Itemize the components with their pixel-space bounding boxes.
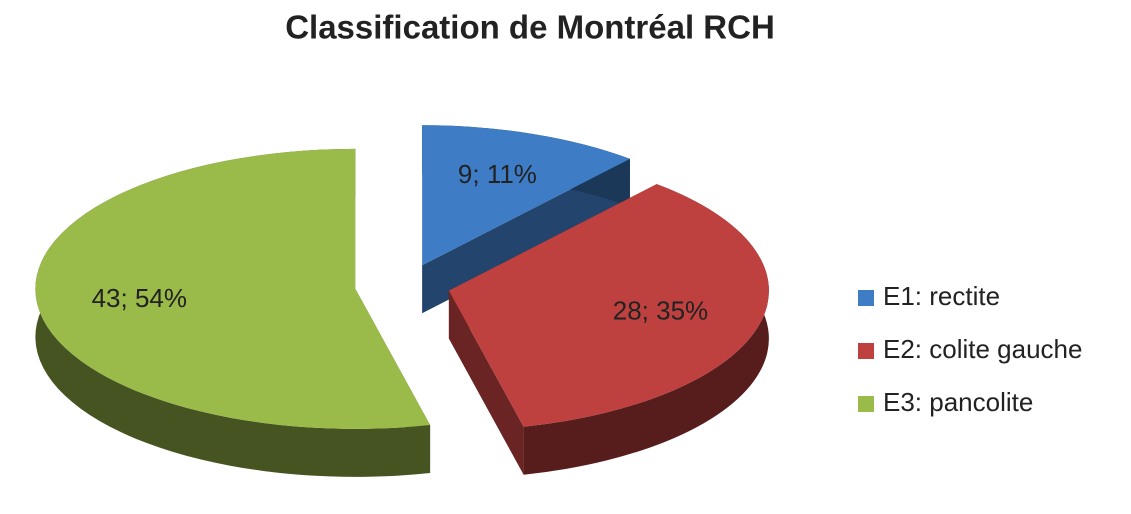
slice-wall bbox=[422, 158, 630, 314]
pie-slice bbox=[422, 125, 630, 314]
legend-swatch bbox=[858, 396, 874, 412]
legend-label: E3: pancolite bbox=[883, 387, 1033, 417]
slice-top bbox=[422, 125, 630, 266]
slice-top bbox=[448, 184, 769, 427]
legend-label: E2: colite gauche bbox=[883, 334, 1082, 364]
slice-wall bbox=[448, 290, 524, 475]
slice-side bbox=[523, 184, 769, 475]
data-label: 43; 54% bbox=[92, 283, 187, 313]
legend-label: E1: rectite bbox=[883, 281, 1000, 311]
legend-swatch bbox=[858, 343, 874, 359]
pie-slice bbox=[35, 148, 431, 477]
pie-slice bbox=[448, 184, 769, 475]
chart-title: Classification de Montréal RCH bbox=[285, 9, 775, 46]
data-label: 9; 11% bbox=[458, 159, 537, 189]
data-label: 28; 35% bbox=[613, 296, 708, 326]
slice-top bbox=[35, 148, 431, 429]
legend: E1: rectite E2: colite gauche E3: pancolit… bbox=[858, 281, 1082, 417]
pie: 9; 11% 28; 35% 43; 54% bbox=[35, 125, 769, 477]
legend-swatch bbox=[858, 290, 874, 306]
